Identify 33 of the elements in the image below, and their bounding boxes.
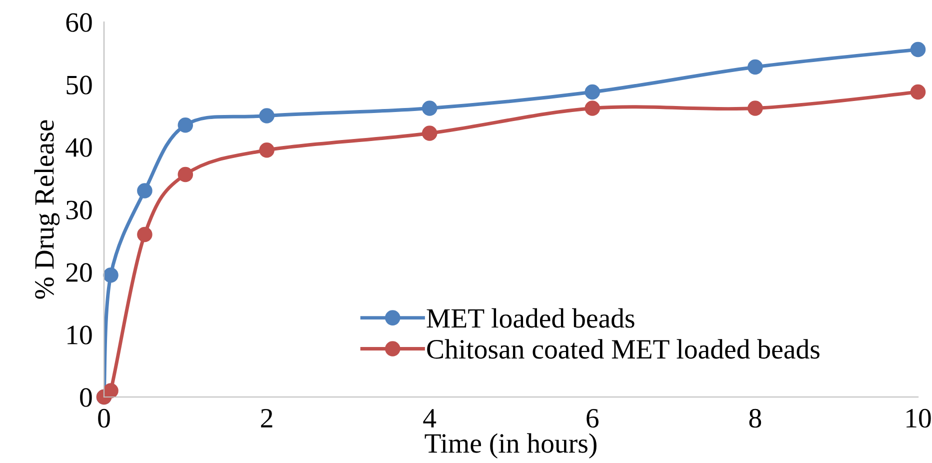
point bbox=[584, 84, 600, 100]
x-axis-title: Time (in hours) bbox=[424, 433, 596, 458]
x-tick-label: 8 bbox=[749, 408, 762, 428]
y-tick-label: 30 bbox=[66, 200, 92, 220]
legend-label: Chitosan coated MET loaded beads bbox=[427, 339, 820, 359]
point bbox=[137, 183, 152, 198]
y-axis-title: % Drug Release bbox=[34, 120, 60, 299]
point bbox=[910, 42, 926, 58]
point bbox=[259, 108, 274, 124]
y-tick-label: 40 bbox=[66, 138, 92, 157]
y-tick-label: 20 bbox=[66, 263, 92, 282]
x-tick-label: 4 bbox=[423, 409, 436, 428]
y-tick-label: 10 bbox=[68, 326, 92, 344]
point bbox=[748, 59, 763, 75]
y-tick-label: 0 bbox=[80, 388, 92, 407]
x-tick-label: 10 bbox=[906, 408, 931, 428]
point bbox=[748, 100, 763, 116]
point bbox=[103, 383, 118, 398]
y-tick-label: 60 bbox=[66, 13, 92, 32]
point bbox=[422, 100, 438, 116]
point bbox=[137, 226, 152, 242]
x-tick-label: 6 bbox=[586, 408, 599, 428]
point bbox=[103, 267, 118, 283]
point bbox=[178, 166, 194, 182]
point bbox=[584, 100, 600, 116]
legend-label: MET loaded beads bbox=[426, 308, 634, 328]
point bbox=[910, 84, 926, 100]
point bbox=[422, 126, 438, 141]
y-tick-label: 50 bbox=[66, 76, 92, 94]
x-tick-label: 2 bbox=[261, 408, 272, 428]
point bbox=[259, 142, 274, 158]
point bbox=[178, 117, 194, 133]
x-tick-label: 0 bbox=[98, 408, 110, 428]
